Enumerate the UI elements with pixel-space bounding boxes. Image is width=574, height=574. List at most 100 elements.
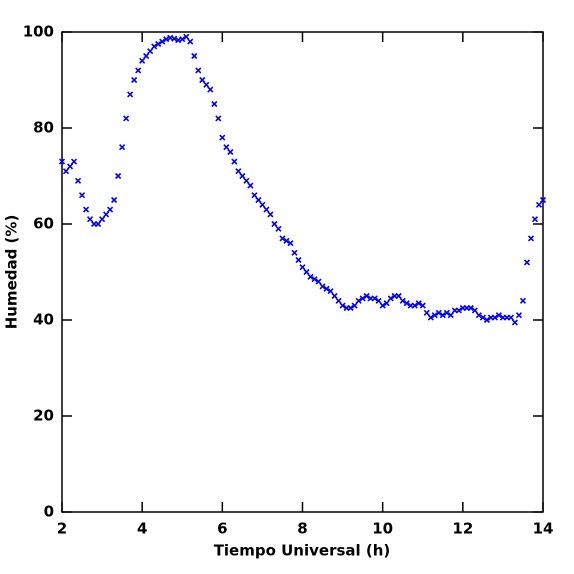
data-point [255, 196, 262, 204]
data-point [359, 295, 366, 302]
data-point [411, 302, 418, 309]
data-point [379, 302, 386, 309]
data-point [267, 211, 274, 218]
data-point [427, 314, 434, 321]
data-point [203, 81, 210, 88]
x-tick-label: 12 [452, 520, 473, 538]
data-point [271, 220, 278, 228]
data-point [435, 309, 442, 316]
data-point [475, 312, 482, 319]
data-point [419, 302, 426, 309]
data-point [58, 158, 66, 165]
data-point [191, 52, 198, 60]
x-tick-label: 4 [137, 520, 147, 538]
data-point [247, 182, 254, 189]
y-tick-label: 40 [33, 311, 54, 329]
data-point [299, 264, 306, 271]
data-point [327, 288, 334, 295]
x-tick-label: 2 [57, 520, 67, 538]
data-point [295, 256, 302, 264]
data-point [539, 196, 547, 204]
data-point [78, 192, 86, 199]
y-axis-label: Humedad (%) [3, 215, 21, 330]
data-point [107, 206, 114, 213]
data-point [339, 302, 346, 309]
data-point [311, 276, 318, 283]
data-point [291, 249, 298, 256]
data-point [507, 314, 514, 321]
data-point [70, 158, 78, 165]
data-point [331, 292, 338, 300]
data-point [403, 300, 410, 307]
data-point [395, 292, 402, 300]
data-point [235, 168, 242, 175]
data-point [62, 168, 70, 175]
data-point [355, 297, 362, 304]
data-point [139, 57, 146, 64]
data-point [74, 177, 82, 184]
data-point [82, 206, 90, 213]
data-point [187, 38, 194, 45]
data-point [243, 177, 250, 184]
x-tick-label: 6 [217, 520, 227, 538]
data-point [199, 76, 206, 84]
data-point [103, 211, 110, 218]
data-point [171, 35, 178, 42]
data-point [95, 220, 102, 228]
data-point [315, 278, 322, 285]
data-point [259, 201, 266, 208]
data-point [151, 43, 158, 50]
data-point [447, 312, 454, 319]
data-point [279, 235, 286, 242]
y-tick-label: 60 [33, 215, 54, 233]
data-point [195, 67, 202, 74]
data-point [66, 163, 74, 170]
x-tick-label: 10 [372, 520, 393, 538]
data-point [86, 216, 94, 223]
data-point [163, 36, 170, 43]
data-point [127, 91, 134, 98]
data-point [211, 100, 218, 108]
data-point [207, 86, 214, 93]
data-point [307, 273, 314, 280]
data-point [155, 40, 162, 48]
data-point [115, 172, 122, 180]
data-point [219, 134, 226, 141]
data-point [223, 144, 230, 151]
data-point [347, 304, 354, 312]
data-point [375, 297, 382, 304]
data-point [335, 297, 342, 304]
data-point [535, 201, 543, 208]
data-point [439, 312, 446, 319]
data-point [423, 309, 430, 316]
data-point [231, 158, 238, 165]
data-point [275, 225, 282, 232]
data-point [471, 307, 478, 314]
data-point [371, 295, 378, 302]
data-point [467, 304, 474, 312]
data-point [179, 36, 186, 43]
data-point [283, 237, 290, 244]
data-point [383, 300, 390, 307]
data-point [455, 307, 462, 314]
x-tick-label: 8 [297, 520, 307, 538]
data-point [319, 283, 326, 290]
data-point [527, 235, 535, 242]
x-axis-label: Tiempo Universal (h) [214, 542, 391, 560]
data-point [479, 314, 486, 321]
data-point [143, 52, 150, 60]
data-point [239, 172, 246, 180]
data-point [515, 312, 523, 319]
y-tick-label: 80 [33, 119, 54, 137]
data-point [511, 319, 519, 326]
y-tick-label: 0 [44, 503, 54, 521]
data-point [399, 297, 406, 304]
data-point [323, 285, 330, 292]
data-point [147, 48, 154, 55]
data-point [351, 302, 358, 309]
data-point [123, 115, 130, 122]
data-point [227, 148, 234, 156]
data-point [491, 314, 498, 321]
data-point [215, 115, 222, 122]
data-point [111, 196, 118, 204]
